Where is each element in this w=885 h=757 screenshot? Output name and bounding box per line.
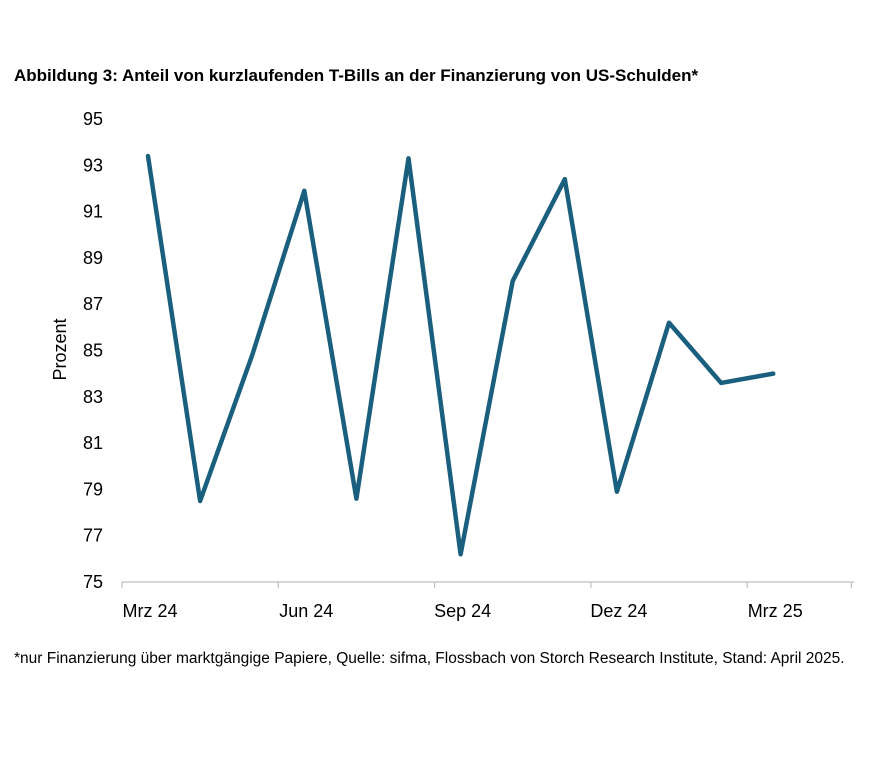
y-tick-label: 79 [83,479,103,499]
y-tick-label: 77 [83,526,103,546]
series-group [145,153,776,557]
line-chart: 75 77 79 81 83 85 87 89 91 93 95 Mrz 24 Jun 24 Sep 2… [50,109,854,621]
y-axis: 75 77 79 81 83 85 87 89 91 93 95 [83,109,103,592]
y-tick-label: 83 [83,387,103,407]
y-tick-label: 85 [83,341,103,361]
footnote: *nur Finanzierung über marktgängige Papi… [14,650,845,667]
x-tick-label: Mrz 25 [748,601,803,621]
x-tick-label: Jun 24 [279,601,333,621]
x-tick-label: Sep 24 [434,601,491,621]
chart-title: Abbildung 3: Anteil von kurzlaufenden T-… [14,66,699,85]
x-tick-label: Dez 24 [590,601,647,621]
x-tick-label: Mrz 24 [122,601,177,621]
y-tick-label: 81 [83,433,103,453]
y-tick-label: 93 [83,155,103,175]
y-tick-label: 89 [83,248,103,268]
y-tick-label: 95 [83,109,103,129]
x-axis: Mrz 24 Jun 24 Sep 24 Dez 24 Mrz 25 [121,582,853,621]
y-tick-label: 75 [83,572,103,592]
series-line [145,153,776,557]
y-tick-label: 91 [83,202,103,222]
y-tick-label: 87 [83,294,103,314]
y-axis-label: Prozent [50,318,70,380]
